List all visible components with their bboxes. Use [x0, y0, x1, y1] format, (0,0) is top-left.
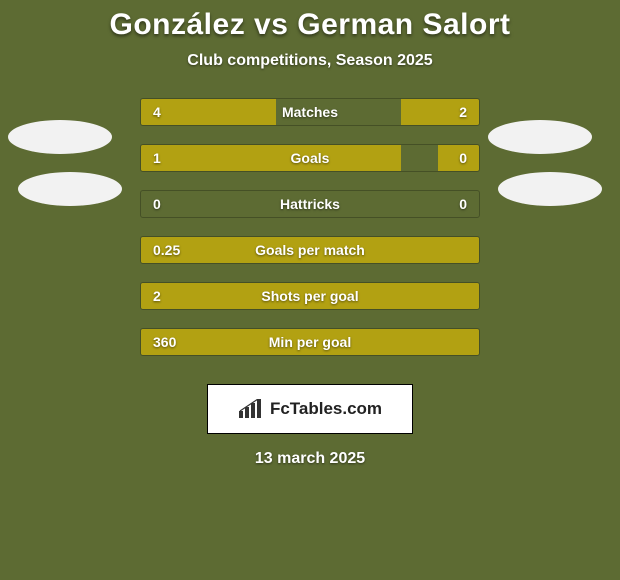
comparison-card: González vs German Salort Club competiti… — [0, 0, 620, 580]
bar-row: 0.25Goals per match — [140, 236, 480, 264]
footer-date: 13 march 2025 — [0, 450, 620, 468]
page-title: González vs German Salort — [0, 8, 620, 42]
player-badge-left — [8, 120, 112, 154]
bar-row: 10Goals — [140, 144, 480, 172]
bar-category: Goals — [141, 145, 479, 171]
fctables-logo-icon — [238, 399, 264, 419]
bar-category: Goals per match — [141, 237, 479, 263]
player-badge-right — [498, 172, 602, 206]
bar-category: Min per goal — [141, 329, 479, 355]
player-badge-right — [488, 120, 592, 154]
page-subtitle: Club competitions, Season 2025 — [0, 52, 620, 70]
diverging-bars: 42Matches 10Goals 00Hattricks 0.25Goals per… — [140, 98, 480, 374]
bar-row: 00Hattricks — [140, 190, 480, 218]
bar-category: Matches — [141, 99, 479, 125]
brand-name: FcTables.com — [270, 399, 382, 419]
bar-row: 2Shots per goal — [140, 282, 480, 310]
player-badge-left — [18, 172, 122, 206]
bar-category: Shots per goal — [141, 283, 479, 309]
bar-row: 360Min per goal — [140, 328, 480, 356]
bar-category: Hattricks — [141, 191, 479, 217]
bar-row: 42Matches — [140, 98, 480, 126]
brand-box[interactable]: FcTables.com — [207, 384, 413, 434]
